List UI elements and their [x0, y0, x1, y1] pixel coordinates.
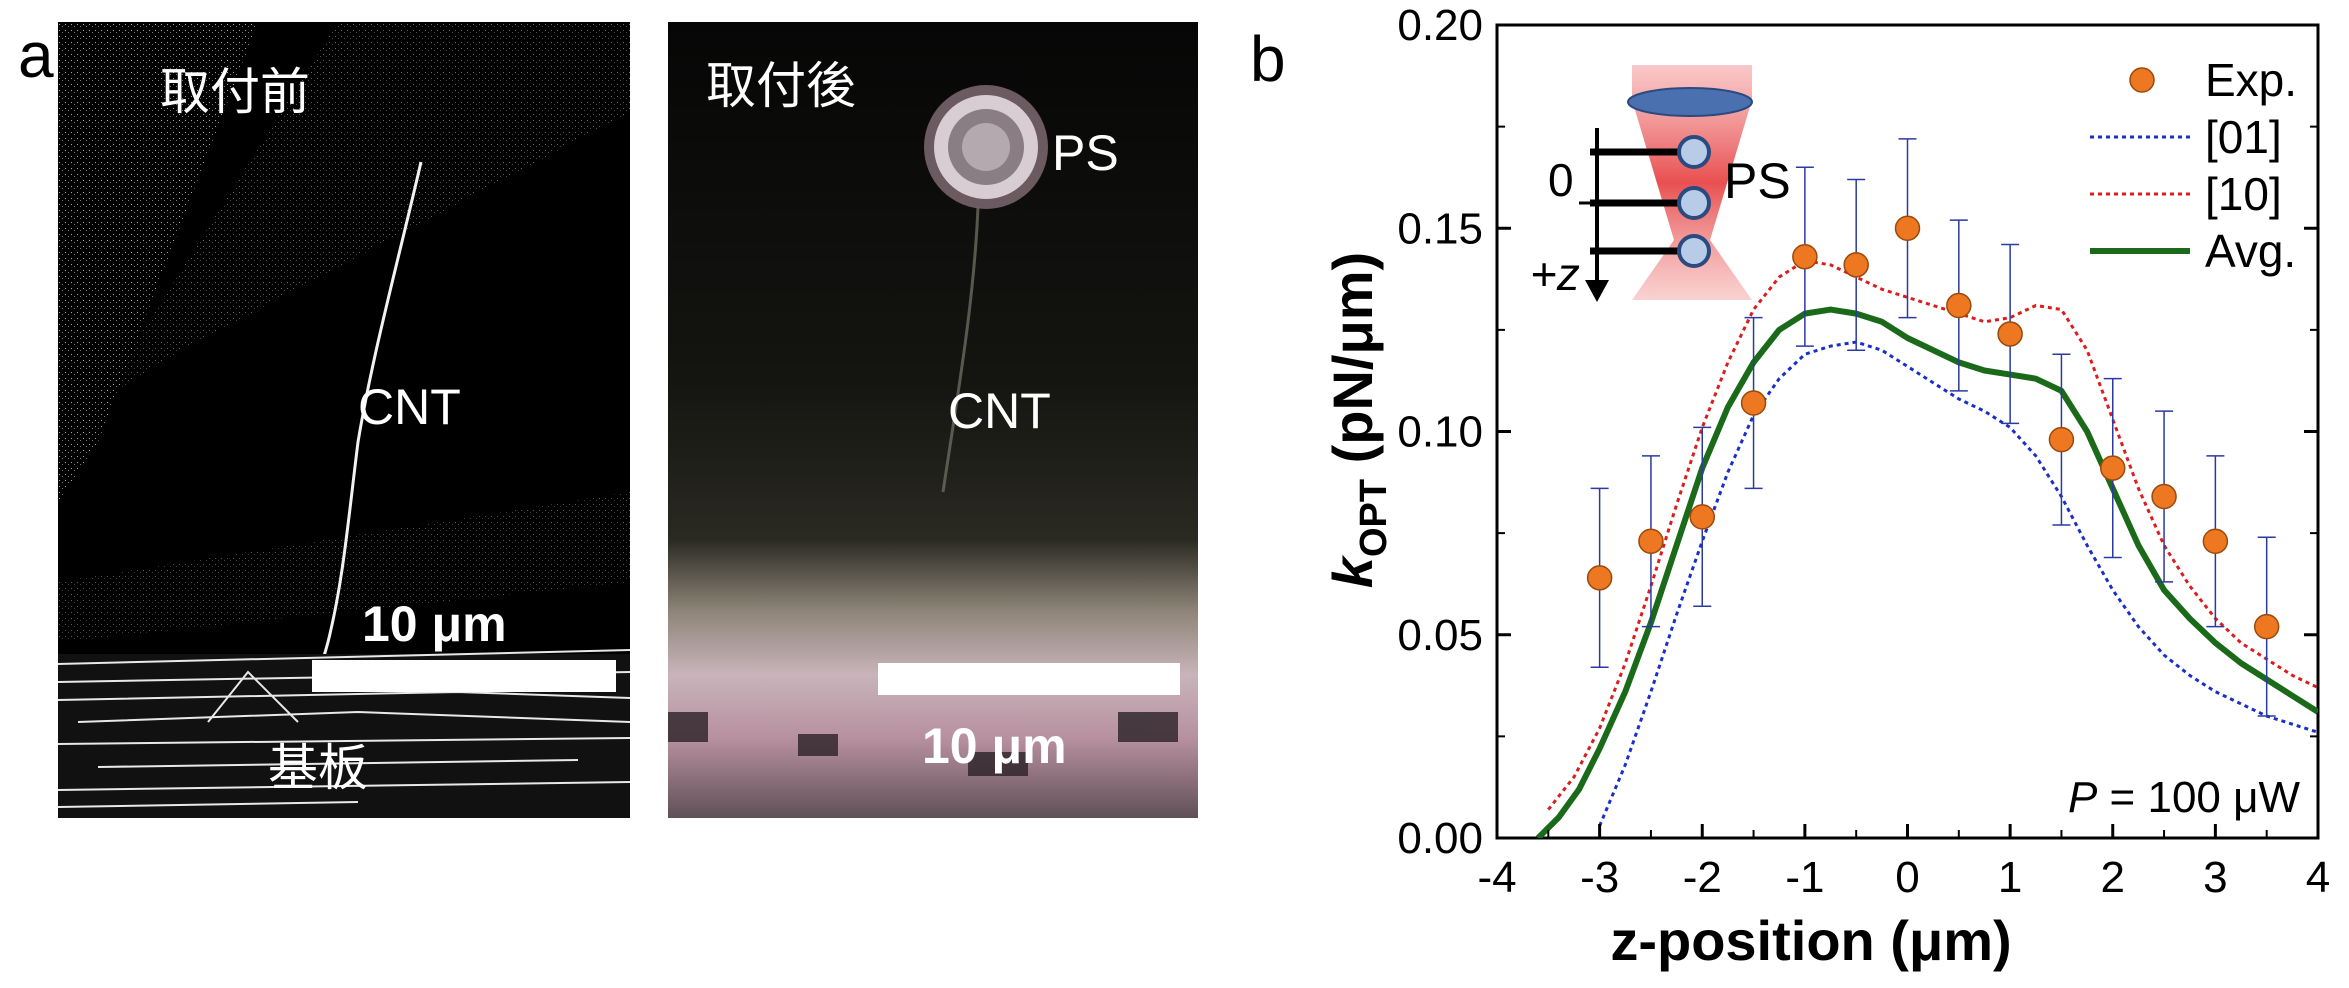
y-axis-label-k: k — [1321, 554, 1384, 588]
inset-ps-label: PS — [1724, 153, 1791, 209]
x-tick-label: -1 — [1785, 853, 1824, 902]
after-scale-label: 10 μm — [922, 718, 1067, 774]
data-point — [1997, 321, 2023, 347]
bead-icon — [1677, 186, 1711, 220]
before-caption: 取付前 — [160, 64, 310, 120]
laser-beam — [1632, 65, 1752, 300]
legend-label: [10] — [2205, 168, 2282, 220]
data-point — [1946, 292, 1972, 319]
x-tick-label: -2 — [1683, 853, 1722, 902]
x-tick-label: -4 — [1477, 853, 1516, 902]
data-point — [1638, 528, 1664, 555]
y-tick-label: 0.10 — [1397, 408, 1483, 457]
legend-label: Exp. — [2205, 54, 2297, 106]
series-line-avg — [1535, 306, 2318, 838]
panel-b-letter: b — [1250, 23, 1286, 95]
data-point — [1894, 215, 1921, 241]
ps-label: PS — [1052, 125, 1119, 181]
y-axis-label: kOPT (pN/μm) — [1321, 252, 1395, 588]
after-scale-bar — [878, 663, 1180, 695]
legend-label: [01] — [2205, 111, 2282, 163]
inset-z-label: +z — [1530, 248, 1580, 300]
before-scale-bar — [312, 660, 616, 692]
x-tick-label: 4 — [2306, 853, 2330, 902]
series-line-01 — [1598, 340, 2318, 827]
data-point — [1689, 504, 1715, 530]
x-tick-label: 1 — [1998, 853, 2022, 902]
y-axis-label-unit: (pN/μm) — [1321, 252, 1384, 479]
legend-marker-exp — [2129, 67, 2155, 93]
data-point — [1792, 243, 1818, 270]
x-tick-label: 0 — [1895, 853, 1919, 902]
y-tick-label: 0.05 — [1397, 611, 1483, 660]
after-caption: 取付後 — [706, 58, 856, 114]
x-tick-label: 3 — [2203, 853, 2227, 902]
bead-icon — [1677, 135, 1711, 169]
substrate-label: 基板 — [268, 740, 368, 796]
before-cnt-label: CNT — [358, 379, 461, 435]
inset-zero-label: 0 — [1548, 154, 1574, 206]
panel-a-letter: a — [18, 19, 54, 91]
data-point — [2202, 528, 2229, 555]
bead-icon — [1677, 234, 1711, 268]
y-tick-label: 0.00 — [1397, 814, 1483, 863]
data-point — [1586, 565, 1613, 591]
data-point — [2253, 613, 2280, 640]
after-cnt-label: CNT — [948, 383, 1051, 439]
data-point — [2048, 426, 2075, 453]
z-arrow-head — [1585, 280, 1609, 302]
x-tick-label: 2 — [2101, 853, 2125, 902]
y-tick-label: 0.15 — [1397, 204, 1483, 253]
before-scale-label: 10 μm — [362, 596, 507, 652]
y-axis-label-sub: OPT — [1353, 479, 1395, 557]
y-tick-label: 0.20 — [1397, 1, 1483, 50]
data-point — [1843, 252, 1869, 278]
data-point — [2100, 455, 2126, 481]
after-image-drawing — [668, 85, 1178, 776]
data-point — [1740, 390, 1767, 416]
data-point — [2151, 483, 2177, 510]
x-tick-label: -3 — [1580, 853, 1619, 902]
x-axis-label: z-position (μm) — [1610, 909, 2011, 972]
lens-icon — [1627, 87, 1753, 117]
series-line-10 — [1547, 259, 2318, 811]
legend-label: Avg. — [2205, 225, 2296, 277]
power-annotation: P = 100 μW — [2068, 773, 2300, 822]
